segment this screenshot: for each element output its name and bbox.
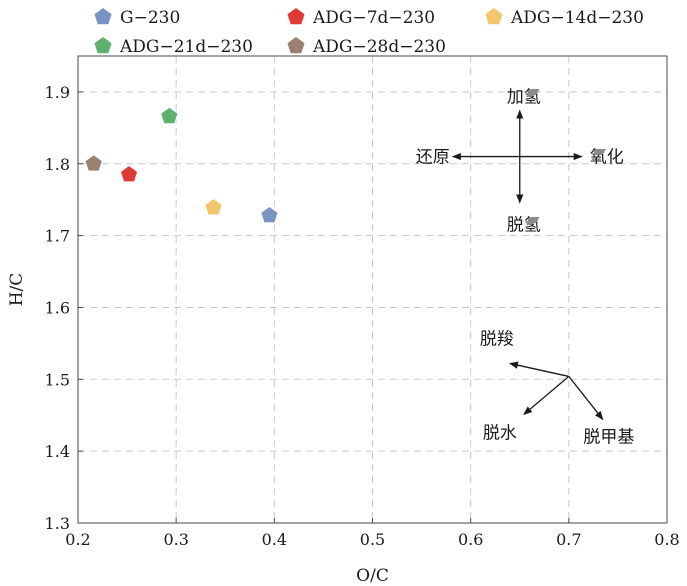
dehydration-arrow xyxy=(523,375,570,416)
y-tick-label: 1.5 xyxy=(45,370,70,389)
x-axis-ticks: 0.2 0.3 0.4 0.5 0.6 0.7 0.8 xyxy=(65,518,680,549)
legend-marker xyxy=(287,8,305,25)
y-tick-label: 1.9 xyxy=(45,83,70,102)
legend-marker xyxy=(287,37,305,54)
legend-marker xyxy=(94,37,112,54)
x-tick-label: 0.3 xyxy=(163,530,188,549)
oxidation-label: 氧化 xyxy=(590,148,624,168)
decarboxylation-arrow xyxy=(508,361,569,378)
data-point xyxy=(84,154,103,172)
dehydrogenation-label: 脱氢 xyxy=(507,216,541,236)
dehydration-label: 脱水 xyxy=(483,423,517,443)
x-axis-label: O/C xyxy=(356,566,389,586)
data-point xyxy=(120,165,139,183)
data-points xyxy=(84,106,279,224)
grid-lines xyxy=(78,56,667,523)
data-point xyxy=(260,206,279,224)
demethylation-label: 脱甲基 xyxy=(583,427,634,447)
hydro-redox-cross: 加氢 脱氢 还原 氧化 xyxy=(416,88,624,236)
x-tick-label: 0.7 xyxy=(556,530,581,549)
legend-label: G−230 xyxy=(120,8,180,28)
legend-marker xyxy=(94,8,112,25)
data-point xyxy=(160,106,179,125)
x-tick-label: 0.5 xyxy=(360,530,385,549)
decarboxylation-label: 脱羧 xyxy=(480,329,514,349)
y-tick-label: 1.8 xyxy=(45,155,70,174)
y-axis-label: H/C xyxy=(7,273,27,307)
legend-label: ADG−28d−230 xyxy=(312,37,446,57)
process-arrows: 脱羧 脱水 脱甲基 xyxy=(480,329,635,447)
y-tick-label: 1.3 xyxy=(45,514,70,533)
data-point xyxy=(204,198,223,216)
hydrogenation-label: 加氢 xyxy=(507,88,541,108)
legend: G−230 ADG−7d−230 ADG−14d−230 ADG−21d−230 ADG… xyxy=(94,8,644,57)
y-axis-ticks: 1.3 1.4 1.5 1.6 1.7 1.8 1.9 xyxy=(45,83,83,533)
demethylation-arrow xyxy=(568,376,604,421)
x-tick-label: 0.2 xyxy=(65,530,90,549)
y-tick-label: 1.7 xyxy=(45,227,70,246)
legend-label: ADG−21d−230 xyxy=(119,37,253,57)
legend-marker xyxy=(485,8,503,25)
legend-label: ADG−14d−230 xyxy=(510,8,644,28)
x-tick-label: 0.6 xyxy=(458,530,483,549)
reduction-label: 还原 xyxy=(416,148,450,168)
y-tick-label: 1.4 xyxy=(45,442,70,461)
x-tick-label: 0.4 xyxy=(262,530,287,549)
y-tick-label: 1.6 xyxy=(45,298,70,317)
legend-label: ADG−7d−230 xyxy=(312,8,435,28)
x-tick-label: 0.8 xyxy=(654,530,679,549)
